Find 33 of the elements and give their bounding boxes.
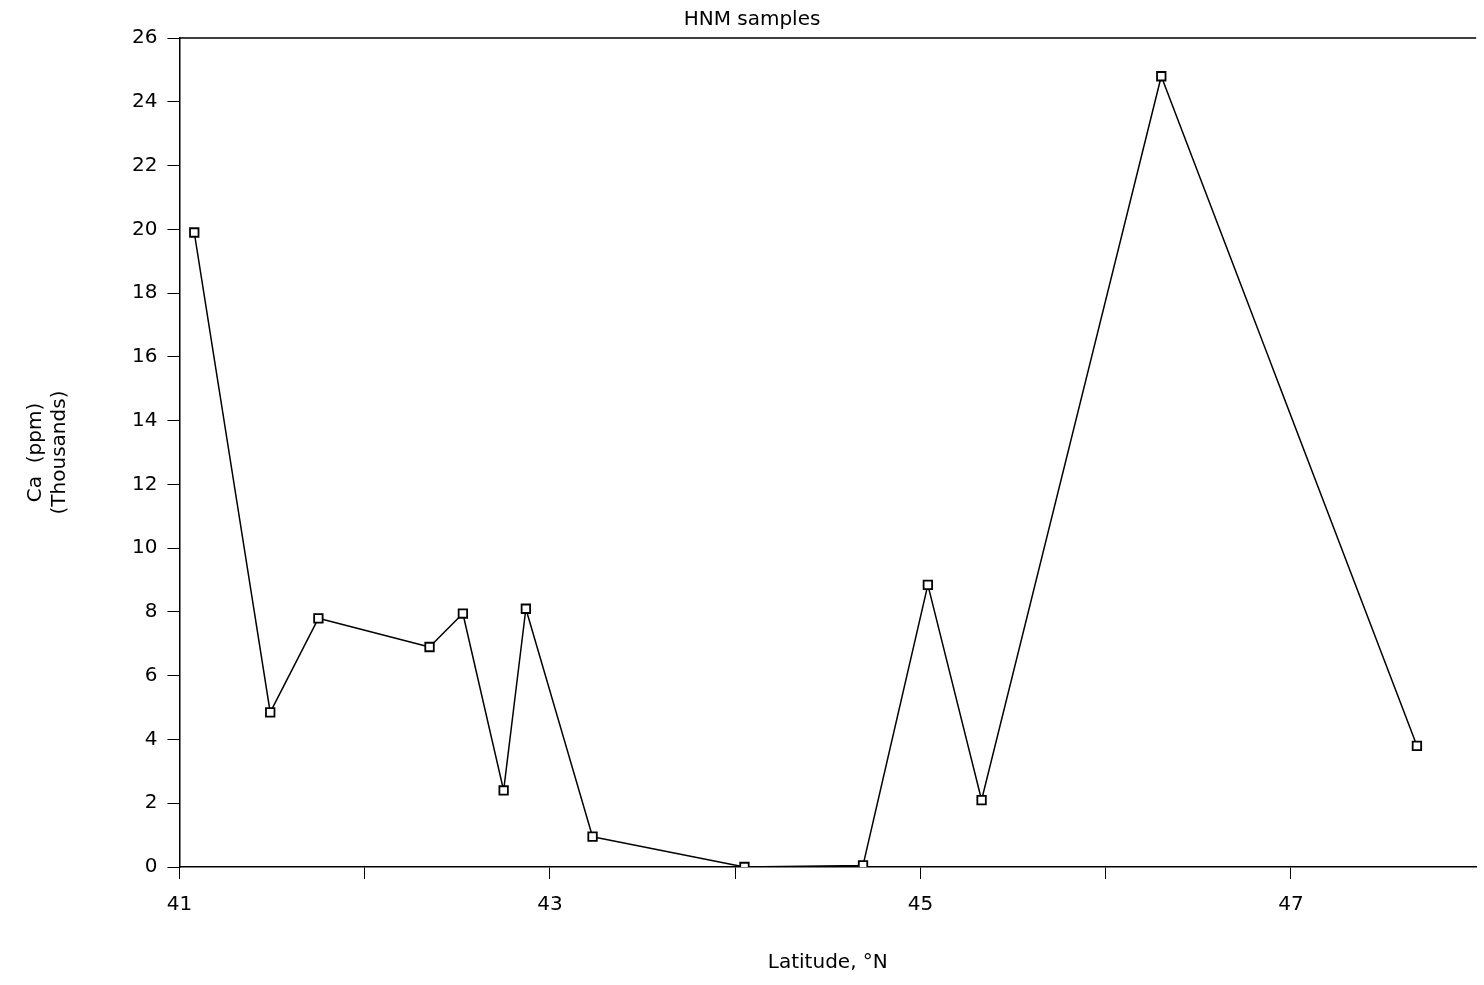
- point: [265, 707, 276, 718]
- point: [587, 831, 598, 842]
- y-tick-label: 18: [132, 279, 158, 304]
- y-tick-label: 6: [144, 661, 158, 686]
- x-tick-label: 41: [166, 891, 193, 916]
- point: [498, 785, 509, 796]
- x-tick-label: 47: [1278, 891, 1304, 916]
- y-tick-label: 8: [144, 598, 158, 623]
- point: [424, 641, 435, 653]
- x-tick-label: 43: [537, 891, 563, 916]
- point: [520, 603, 532, 614]
- point: [313, 613, 324, 624]
- point: [976, 794, 987, 806]
- y-axis-title: Ca (ppm) (Thousands): [22, 390, 71, 515]
- y-tick-label: 10: [132, 534, 158, 559]
- y-tick-label: 12: [132, 470, 158, 495]
- y-tick-label: 4: [144, 725, 158, 750]
- y-tick-label: 26: [132, 24, 158, 49]
- y-tick-label: 2: [144, 789, 158, 814]
- point: [457, 608, 469, 619]
- point: [189, 227, 200, 238]
- point: [1411, 740, 1423, 751]
- y-tick-label: 14: [132, 406, 158, 431]
- chart-title: HNM samples: [683, 6, 821, 31]
- point: [922, 579, 933, 590]
- point: [1156, 71, 1167, 82]
- y-tick-label: 0: [144, 853, 158, 878]
- x-tick-label: 45: [907, 891, 934, 916]
- y-tick-label: 16: [132, 343, 158, 368]
- y-tick-label: 22: [132, 151, 158, 176]
- x-axis-title: Latitude, °N: [767, 949, 888, 974]
- y-tick-label: 20: [132, 215, 158, 240]
- y-tick-label: 24: [132, 87, 158, 112]
